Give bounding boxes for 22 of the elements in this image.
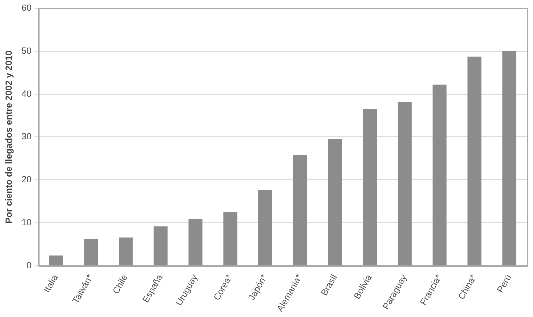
bar <box>502 51 517 266</box>
bar <box>293 155 308 266</box>
bar <box>154 226 168 266</box>
bar <box>398 102 412 266</box>
bar <box>188 219 203 266</box>
bar <box>49 256 64 266</box>
y-tick-label: 30 <box>22 132 32 142</box>
bar <box>328 139 342 266</box>
bar <box>363 109 378 266</box>
y-axis-title: Por ciento de llegados entre 2002 y 2010 <box>4 50 14 224</box>
y-tick-label: 0 <box>26 260 32 271</box>
bar <box>432 84 447 266</box>
y-tick-label: 60 <box>22 2 32 13</box>
y-tick-label: 50 <box>22 46 32 56</box>
y-tick-label: 20 <box>22 174 32 185</box>
bar <box>468 56 482 266</box>
bar <box>258 190 272 266</box>
y-tick-label: 10 <box>22 218 32 228</box>
bar <box>119 238 133 266</box>
y-tick-label: 40 <box>22 88 32 99</box>
bar <box>224 212 238 266</box>
bar <box>84 239 98 266</box>
